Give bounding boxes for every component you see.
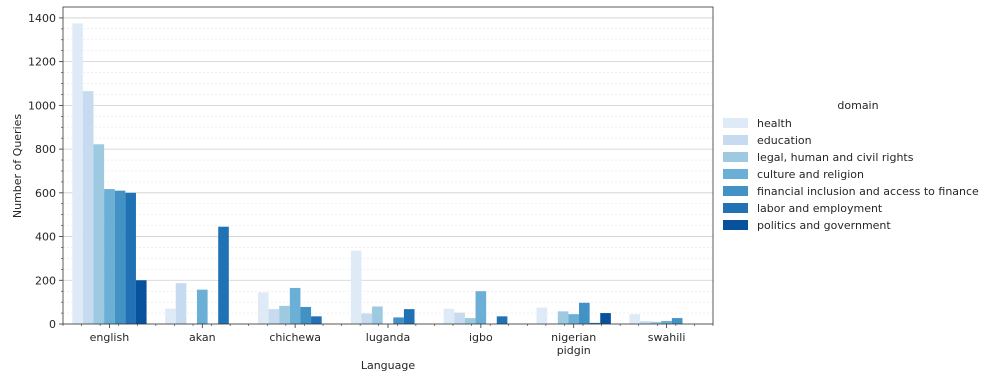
- bar-nigerian-pidgin-3: [568, 314, 580, 324]
- bar-swahili-4: [671, 318, 683, 324]
- y-axis: 0 200 400 600 800 1000 1200 1400: [28, 12, 63, 331]
- bar-chichewa-5: [311, 316, 322, 324]
- legend-swatch: [723, 169, 748, 179]
- bar-igbo-0: [443, 308, 455, 324]
- x-tick-label: pidgin: [557, 344, 591, 357]
- x-axis: english akan chichewa luganda igbo nigerianpi…: [62, 324, 714, 357]
- x-tick-label: swahili: [648, 331, 686, 344]
- bar-akan-3: [196, 289, 208, 324]
- bar-english-0: [72, 23, 83, 325]
- legend-label: labor and employment: [757, 202, 883, 215]
- plot-frame: [62, 6, 714, 325]
- legend-swatch: [723, 118, 748, 128]
- legend-label: politics and government: [757, 219, 891, 232]
- bar-luganda-5: [403, 309, 415, 324]
- legend-swatch: [723, 220, 748, 230]
- x-tick-label: english: [90, 331, 130, 344]
- legend-label: education: [757, 134, 812, 147]
- y-tick-label: 1000: [28, 99, 56, 112]
- bar-chichewa-3: [289, 287, 301, 324]
- bar-swahili-3: [661, 320, 672, 324]
- bar-igbo-2: [464, 318, 476, 324]
- bar-luganda-0: [350, 250, 362, 324]
- legend-label: financial inclusion and access to financ…: [757, 185, 979, 198]
- y-tick-label: 800: [35, 143, 56, 156]
- legend-title: domain: [837, 99, 878, 112]
- legend: domain health education legal, human and c…: [723, 99, 979, 232]
- bar-akan-0: [165, 308, 176, 324]
- x-tick-label: luganda: [366, 331, 410, 344]
- x-tick-label: igbo: [469, 331, 493, 344]
- legend-swatch: [723, 152, 748, 162]
- bar-nigerian-pidgin-6: [600, 313, 611, 324]
- bar-igbo-5: [496, 316, 508, 324]
- bar-swahili-0: [629, 314, 641, 324]
- bar-chichewa-0: [258, 292, 269, 324]
- bar-english-4: [114, 190, 126, 324]
- bar-nigerian-pidgin-2: [557, 311, 569, 324]
- bar-english-6: [135, 280, 147, 324]
- y-axis-label: Number of Queries: [11, 114, 24, 219]
- legend-swatch: [723, 203, 748, 213]
- bar-akan-1: [175, 283, 187, 324]
- bar-akan-5: [218, 226, 229, 324]
- bar-igbo-3: [475, 291, 487, 324]
- bar-nigerian-pidgin-4: [579, 302, 590, 324]
- bar-english-2: [93, 144, 105, 324]
- x-tick-label: akan: [189, 331, 216, 344]
- bar-luganda-1: [361, 313, 373, 324]
- legend-swatch: [723, 186, 748, 196]
- bar-luganda-4: [393, 317, 404, 324]
- x-tick-label: chichewa: [269, 331, 321, 344]
- bar-chichewa-4: [300, 306, 312, 324]
- bar-english-5: [125, 192, 136, 324]
- gridlines: [63, 17, 713, 325]
- bar-swahili-2: [650, 321, 662, 324]
- legend-swatch: [723, 135, 748, 145]
- bar-english-1: [82, 91, 94, 324]
- y-tick-label: 600: [35, 187, 56, 200]
- y-tick-label: 400: [35, 231, 56, 244]
- legend-label: culture and religion: [757, 168, 864, 181]
- bar-chichewa-2: [279, 305, 290, 324]
- y-tick-label: 200: [35, 274, 56, 287]
- legend-label: legal, human and civil rights: [757, 151, 914, 164]
- legend-label: health: [757, 117, 792, 130]
- bar-swahili-1: [640, 321, 651, 324]
- bar-nigerian-pidgin-5: [589, 322, 601, 324]
- x-axis-label: Language: [361, 359, 416, 372]
- y-tick-label: 0: [49, 318, 56, 331]
- bar-chichewa-1: [268, 309, 280, 324]
- bar-luganda-2: [372, 306, 383, 324]
- bars: [72, 23, 683, 325]
- y-tick-label: 1400: [28, 12, 56, 25]
- bar-nigerian-pidgin-0: [536, 307, 548, 324]
- x-tick-label: nigerian: [551, 331, 596, 344]
- y-tick-label: 1200: [28, 56, 56, 69]
- bar-english-3: [104, 189, 115, 324]
- bar-igbo-1: [454, 312, 465, 324]
